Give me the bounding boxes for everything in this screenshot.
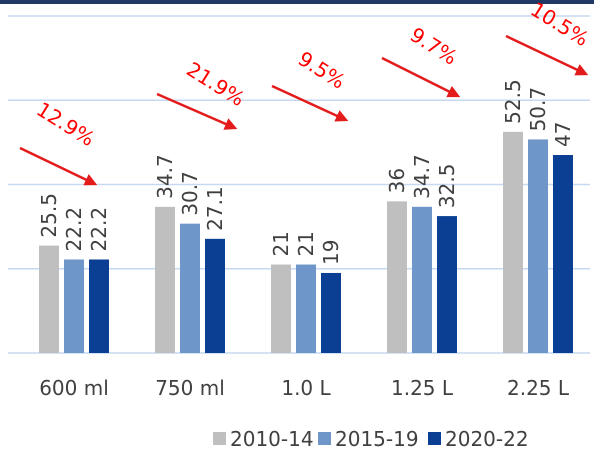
legend-swatch bbox=[213, 432, 226, 445]
bar bbox=[39, 245, 59, 353]
annotation-arrow bbox=[505, 34, 589, 76]
value-label: 22.2 bbox=[87, 207, 111, 252]
bar bbox=[528, 139, 548, 353]
legend-swatch bbox=[318, 432, 331, 445]
legend-label: 2015-19 bbox=[335, 427, 419, 451]
x-tick-label: 750 ml bbox=[155, 376, 225, 400]
bar bbox=[553, 155, 573, 353]
legend-swatch bbox=[428, 432, 441, 445]
value-label: 22.2 bbox=[62, 207, 86, 252]
annotation: 10.5% bbox=[526, 0, 593, 51]
value-label: 19 bbox=[319, 240, 343, 265]
value-label: 27.1 bbox=[203, 186, 227, 231]
bar bbox=[271, 264, 291, 353]
value-label: 52.5 bbox=[501, 79, 525, 124]
value-label: 47 bbox=[551, 122, 575, 147]
x-tick-label: 1.0 L bbox=[281, 376, 331, 400]
annotation: 9.7% bbox=[406, 22, 462, 69]
value-label: 34.7 bbox=[153, 154, 177, 199]
value-label: 50.7 bbox=[526, 87, 550, 132]
annotation-arrow bbox=[271, 84, 349, 122]
value-label: 21 bbox=[294, 231, 318, 256]
annotation: 21.9% bbox=[182, 57, 249, 111]
value-label: 21 bbox=[269, 231, 293, 256]
annotation: 9.5% bbox=[294, 46, 350, 93]
legend-label: 2020-22 bbox=[445, 427, 529, 451]
value-label: 34.7 bbox=[410, 154, 434, 199]
bar bbox=[321, 272, 341, 353]
annotation-arrow bbox=[381, 56, 461, 98]
x-tick-label: 1.25 L bbox=[391, 376, 454, 400]
bar bbox=[437, 216, 457, 353]
annotation: 12.9% bbox=[32, 97, 99, 151]
value-label: 36 bbox=[385, 168, 409, 193]
value-label: 30.7 bbox=[178, 171, 202, 216]
legend-label: 2010-14 bbox=[230, 427, 314, 451]
x-tick-label: 2.25 L bbox=[507, 376, 570, 400]
bar bbox=[155, 206, 175, 353]
value-label: 25.5 bbox=[37, 193, 61, 238]
bar bbox=[205, 238, 225, 353]
bar bbox=[296, 264, 316, 353]
annotation-arrow bbox=[156, 92, 238, 130]
top-border bbox=[0, 0, 594, 4]
bar bbox=[64, 259, 84, 353]
value-label: 32.5 bbox=[435, 164, 459, 209]
bar bbox=[412, 206, 432, 353]
annotation-arrow bbox=[19, 146, 98, 186]
bar bbox=[387, 201, 407, 353]
bar bbox=[180, 223, 200, 353]
bar bbox=[503, 131, 523, 353]
bar bbox=[89, 259, 109, 353]
x-tick-label: 600 ml bbox=[39, 376, 109, 400]
